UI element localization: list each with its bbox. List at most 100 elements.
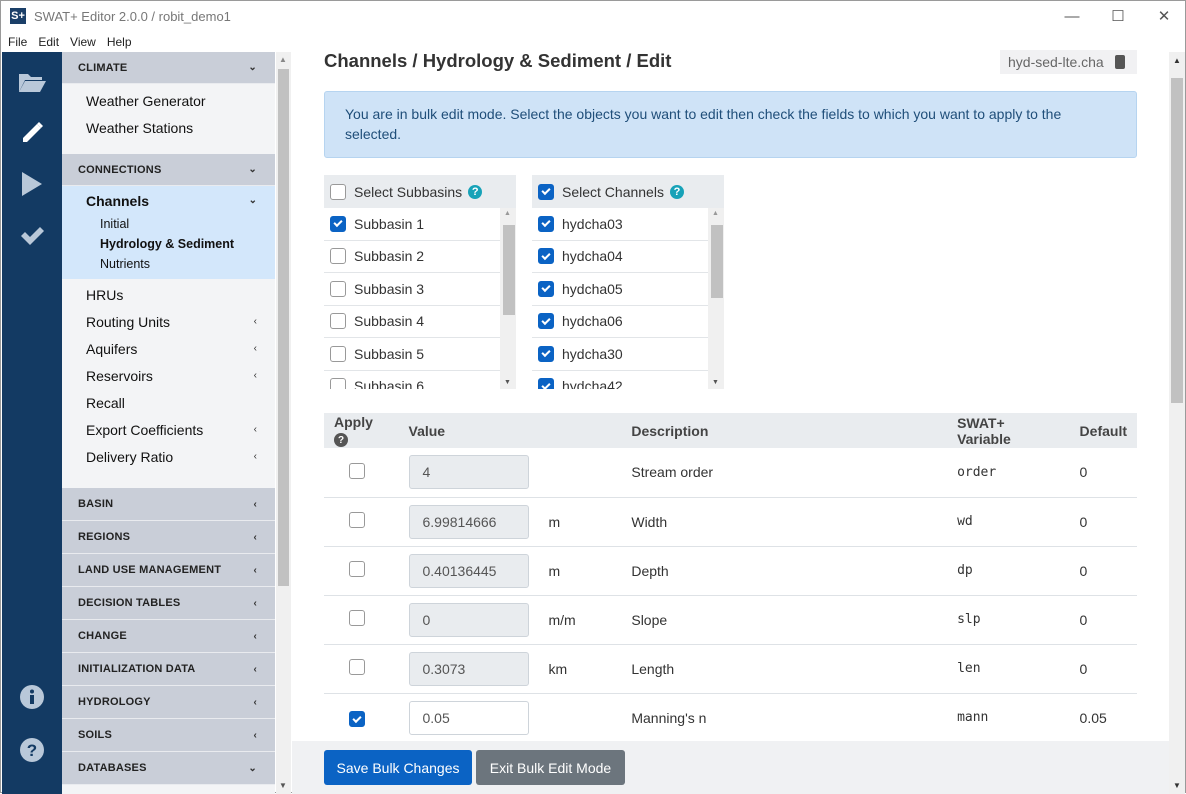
- swat-variable: order: [947, 448, 1070, 498]
- value-input[interactable]: 0: [408, 602, 529, 637]
- menu-edit[interactable]: Edit: [38, 35, 60, 49]
- default-value: 0: [1069, 644, 1137, 694]
- list-item[interactable]: Subbasin 5: [324, 338, 500, 371]
- item-checkbox[interactable]: [538, 313, 554, 330]
- apply-checkbox[interactable]: [349, 711, 365, 728]
- item-checkbox[interactable]: [330, 215, 346, 232]
- menu-file[interactable]: File: [8, 35, 28, 49]
- select-all-subbasins-checkbox[interactable]: [330, 183, 346, 200]
- question-icon[interactable]: ?: [2, 738, 62, 762]
- item-checkbox[interactable]: [330, 313, 346, 330]
- menu-view[interactable]: View: [70, 35, 96, 49]
- menu-help[interactable]: Help: [106, 35, 132, 49]
- select-channels-header[interactable]: Select Channels?: [532, 175, 724, 208]
- section-decision-tables[interactable]: DECISION TABLES ‹: [62, 587, 275, 620]
- section-climate[interactable]: CLIMATE ⌄: [62, 52, 275, 84]
- close-button[interactable]: ✕: [1157, 8, 1171, 25]
- section-land-use-management[interactable]: LAND USE MANAGEMENT ‹: [62, 554, 275, 587]
- sidebar-item-channels[interactable]: Channels ⌄: [86, 192, 257, 209]
- value-input[interactable]: 0.3073: [408, 651, 529, 686]
- section-hydrology[interactable]: HYDROLOGY ‹: [62, 686, 275, 719]
- unit: km: [538, 644, 622, 694]
- list-item[interactable]: Subbasin 4: [324, 306, 500, 338]
- list-item[interactable]: Subbasin 2: [324, 241, 500, 273]
- item-checkbox[interactable]: [538, 280, 554, 297]
- value-input[interactable]: 0.05: [408, 700, 529, 735]
- sidebar-item-weather-stations[interactable]: Weather Stations: [86, 119, 194, 136]
- file-name-badge[interactable]: hyd-sed-lte.cha: [1000, 50, 1137, 74]
- swat-variable: slp: [947, 595, 1070, 645]
- sidebar-item-hydrology-sediment[interactable]: Hydrology & Sediment: [100, 237, 235, 251]
- apply-checkbox[interactable]: [349, 561, 365, 577]
- chevron-left-icon: ‹: [253, 370, 257, 381]
- select-subbasins-header[interactable]: Select Subbasins?: [324, 175, 516, 208]
- item-checkbox[interactable]: [538, 345, 554, 362]
- section-basin[interactable]: BASIN ‹: [62, 488, 275, 521]
- sidebar-item-conn-2[interactable]: Aquifers ‹: [86, 340, 257, 357]
- pencil-icon[interactable]: [2, 120, 62, 146]
- channel-list-scrollbar[interactable]: ▲ ▼: [708, 208, 724, 389]
- save-bulk-changes-button[interactable]: Save Bulk Changes: [324, 750, 472, 785]
- item-checkbox[interactable]: [538, 378, 554, 389]
- item-checkbox[interactable]: [330, 280, 346, 297]
- section-change[interactable]: CHANGE ‹: [62, 620, 275, 653]
- list-item[interactable]: hydcha04: [532, 241, 708, 273]
- play-icon[interactable]: [2, 170, 62, 198]
- help-icon[interactable]: ?: [468, 184, 483, 199]
- subbasin-list-scrollbar[interactable]: ▲ ▼: [500, 208, 516, 389]
- item-checkbox[interactable]: [538, 248, 554, 265]
- list-item[interactable]: hydcha42: [532, 371, 708, 389]
- default-value: 0: [1069, 546, 1137, 596]
- sidebar-item-weather-generator[interactable]: Weather Generator: [86, 92, 206, 109]
- list-item[interactable]: Subbasin 3: [324, 273, 500, 306]
- list-item[interactable]: Subbasin 6: [324, 371, 500, 389]
- value-input[interactable]: 4: [408, 455, 529, 490]
- maximize-button[interactable]: ☐: [1111, 8, 1125, 25]
- list-item[interactable]: Subbasin 1: [324, 208, 500, 241]
- item-checkbox[interactable]: [330, 378, 346, 389]
- sidebar-item-nutrients[interactable]: Nutrients: [100, 257, 151, 271]
- book-icon: [1114, 55, 1125, 69]
- item-checkbox[interactable]: [330, 345, 346, 362]
- sidebar-item-conn-0[interactable]: HRUs: [86, 286, 124, 303]
- folder-open-icon[interactable]: [2, 70, 62, 94]
- list-item[interactable]: hydcha06: [532, 306, 708, 338]
- section-connections[interactable]: CONNECTIONS ⌄: [62, 154, 275, 186]
- question-circle-icon[interactable]: ?: [334, 433, 348, 448]
- item-checkbox[interactable]: [538, 215, 554, 232]
- exit-bulk-edit-button[interactable]: Exit Bulk Edit Mode: [476, 750, 625, 785]
- section-databases[interactable]: DATABASES ⌄: [62, 752, 275, 785]
- value-input[interactable]: 0.40136445: [408, 553, 529, 588]
- info-icon[interactable]: [2, 685, 62, 709]
- list-item[interactable]: hydcha03: [532, 208, 708, 241]
- apply-checkbox[interactable]: [349, 659, 365, 675]
- sidebar-item-initial[interactable]: Initial: [100, 217, 130, 231]
- main-scrollbar[interactable]: ▲ ▼: [1169, 52, 1185, 794]
- chevron-icon: ‹: [253, 663, 257, 675]
- apply-checkbox[interactable]: [349, 512, 365, 528]
- sidebar-item-conn-6[interactable]: Delivery Ratio ‹: [86, 448, 257, 465]
- list-item[interactable]: hydcha05: [532, 273, 708, 306]
- sidebar-item-plants[interactable]: Plants: [62, 785, 275, 794]
- minimize-button[interactable]: —: [1064, 7, 1080, 25]
- sidebar-item-conn-3[interactable]: Reservoirs ‹: [86, 367, 257, 384]
- section-soils[interactable]: SOILS ‹: [62, 719, 275, 752]
- sidebar-item-conn-1[interactable]: Routing Units ‹: [86, 313, 257, 330]
- sidebar-item-conn-5[interactable]: Export Coefficients ‹: [86, 421, 257, 438]
- header-description: Description: [621, 413, 948, 448]
- section-regions[interactable]: REGIONS ‹: [62, 521, 275, 554]
- help-icon[interactable]: ?: [669, 184, 684, 199]
- check-icon[interactable]: [2, 224, 62, 246]
- app-logo: S+: [10, 8, 26, 24]
- sidebar: CLIMATE ⌄ Weather Generator Weather Stati…: [62, 52, 275, 794]
- apply-checkbox[interactable]: [349, 610, 365, 626]
- item-checkbox[interactable]: [330, 248, 346, 265]
- sidebar-scrollbar[interactable]: ▲ ▼: [276, 52, 291, 794]
- value-input[interactable]: 6.99814666: [408, 504, 529, 539]
- apply-checkbox[interactable]: [349, 462, 365, 479]
- section-initialization-data[interactable]: INITIALIZATION DATA ‹: [62, 653, 275, 686]
- sidebar-item-conn-4[interactable]: Recall: [86, 394, 125, 411]
- header-swat-variable: SWAT+ Variable: [947, 413, 1070, 448]
- list-item[interactable]: hydcha30: [532, 338, 708, 371]
- select-all-channels-checkbox[interactable]: [538, 183, 554, 200]
